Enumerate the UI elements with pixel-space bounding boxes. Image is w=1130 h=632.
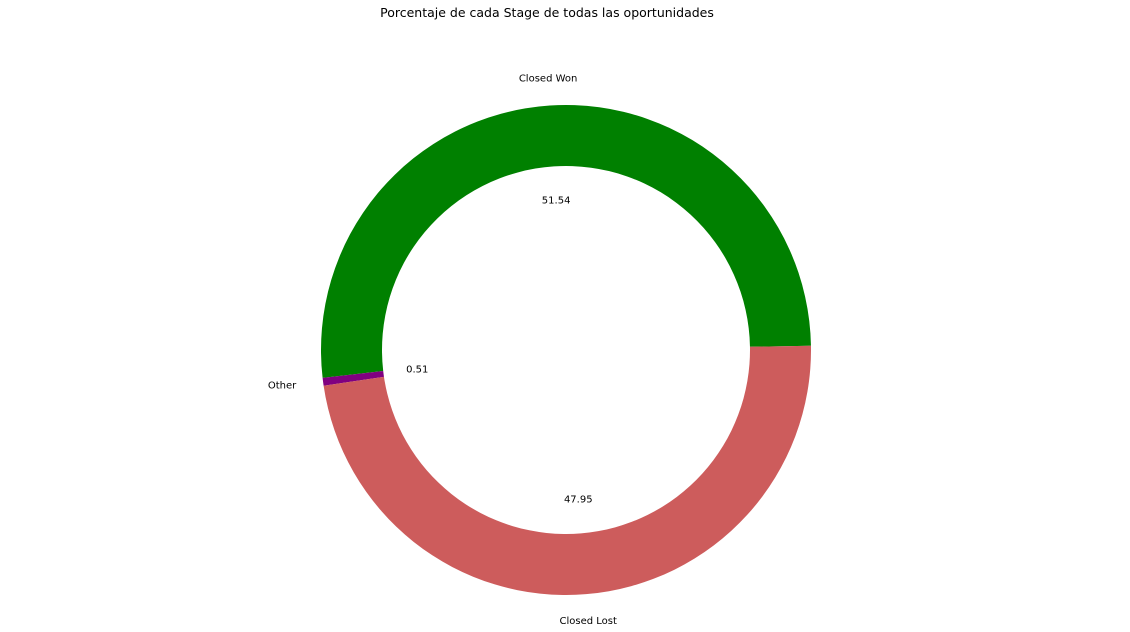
slice-label-closed-won: Closed Won <box>519 74 578 85</box>
donut-labels: Closed Won 51.54 Other 0.51 Closed Lost 47.95 <box>268 74 617 628</box>
slice-label-other: Other <box>268 380 297 391</box>
slice-other <box>322 370 384 386</box>
slice-label-closed-lost: Closed Lost <box>560 616 617 627</box>
slice-closed-lost <box>323 345 811 595</box>
donut-slices <box>321 105 811 595</box>
value-label-closed-won: 51.54 <box>542 195 571 206</box>
value-label-closed-lost: 47.95 <box>564 494 593 505</box>
chart-title: Porcentaje de cada Stage de todas las op… <box>380 5 714 20</box>
value-label-other: 0.51 <box>406 364 428 375</box>
slice-closed-won <box>321 105 811 378</box>
